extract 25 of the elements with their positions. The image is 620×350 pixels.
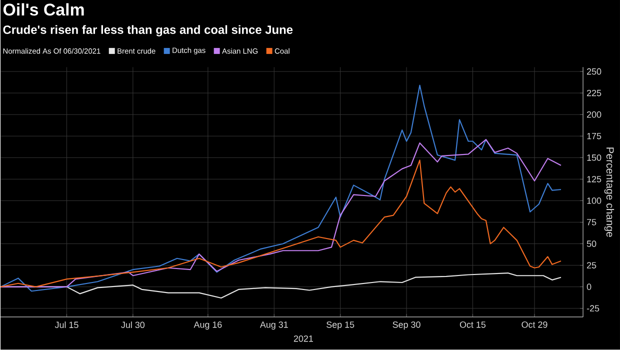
y-axis-title: Percentage change [604,148,614,238]
y-tick-label: -25 [586,305,600,312]
x-tick-label: Sep 15 [326,322,354,330]
x-tick-label: Aug 31 [260,322,288,330]
x-tick-label: Oct 29 [522,322,548,328]
y-tick-label: 0 [586,284,592,290]
y-tick-label: 100 [587,198,602,204]
y-tick-label: 75 [587,219,596,226]
x-tick-label: Sep 30 [392,322,420,330]
y-tick-label: 125 [587,176,602,182]
y-tick-label: 25 [587,262,596,269]
chart-subtitle: Crude's risen far less than gas and coal since June [3,25,293,37]
x-tick-label: Jul 30 [121,322,145,328]
y-tick-label: 150 [587,154,602,161]
x-tick-label: Jul 15 [54,322,78,328]
x-tick-label: Oct 15 [460,322,486,328]
chart-title: Oil's Calm [3,3,84,16]
x-axis-title: 2021 [294,336,313,342]
y-tick-label: 50 [586,240,596,248]
y-tick-label: 250 [587,68,602,75]
y-tick-label: 200 [587,112,602,118]
x-tick-label: Aug 16 [194,322,222,330]
line-series [0,84,562,292]
y-tick-label: 175 [587,133,602,140]
y-tick-label: 225 [587,90,602,96]
